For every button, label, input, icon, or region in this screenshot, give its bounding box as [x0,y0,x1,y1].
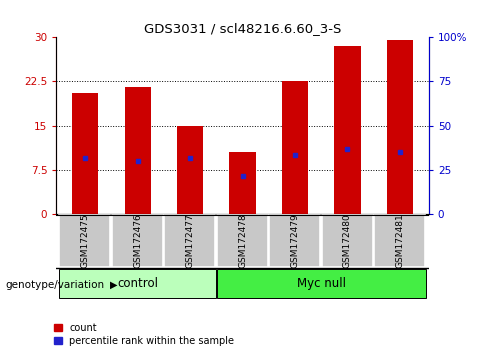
Bar [322,215,372,267]
Text: control: control [117,277,158,290]
Bar [59,269,216,298]
Bar [229,152,256,214]
Text: GSM172481: GSM172481 [395,213,404,268]
Text: GSM172477: GSM172477 [186,213,195,268]
Text: GSM172478: GSM172478 [238,213,247,268]
Bar [270,215,320,267]
Legend: count, percentile rank within the sample: count, percentile rank within the sample [54,323,234,346]
Bar [217,215,268,267]
Text: Myc null: Myc null [297,277,346,290]
Text: GSM172480: GSM172480 [343,213,352,268]
Bar [177,126,203,214]
Bar [217,269,426,298]
Title: GDS3031 / scl48216.6.60_3-S: GDS3031 / scl48216.6.60_3-S [144,22,341,35]
Text: GSM172479: GSM172479 [291,213,299,268]
Text: GSM172476: GSM172476 [133,213,142,268]
Bar [59,215,110,267]
Bar [374,215,425,267]
Bar [387,40,413,214]
Bar [72,93,98,214]
Bar [334,46,361,214]
Text: genotype/variation: genotype/variation [5,280,104,290]
Bar [124,87,151,214]
Text: ▶: ▶ [110,280,118,290]
Bar [112,215,163,267]
Text: GSM172475: GSM172475 [81,213,90,268]
Bar [282,81,308,214]
Bar [165,215,215,267]
